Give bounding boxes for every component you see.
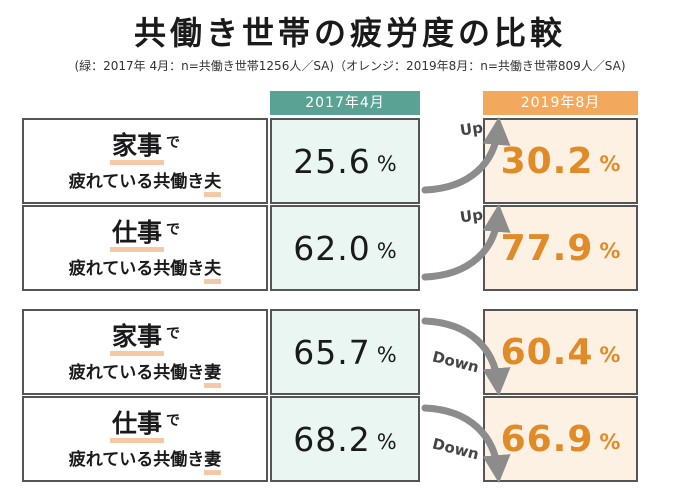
value-2019-number: 77.9 xyxy=(500,227,594,269)
value-2019: 30.2% xyxy=(485,120,636,202)
row-label-particle: で xyxy=(166,135,180,151)
row-label: 仕事で疲れている共働き夫 xyxy=(22,205,268,291)
value-2019: 77.9% xyxy=(485,207,636,289)
value-2019-number: 60.4 xyxy=(500,331,594,373)
row-label-topic-line: 仕事で xyxy=(24,408,266,444)
value-2017-number: 68.2 xyxy=(293,419,371,459)
down-arrow-icon xyxy=(421,404,511,484)
row-label-particle: で xyxy=(166,222,180,238)
row-label: 家事で疲れている共働き妻 xyxy=(22,309,268,395)
value-2017-unit: % xyxy=(376,152,397,176)
chart-subtitle: (緑：2017年 4月：n=共働き世帯1256人／SA)（オレンジ：2019年8… xyxy=(74,59,626,73)
value-2017: 25.6% xyxy=(272,120,418,202)
row-label-prefix: 疲れている共働き xyxy=(68,450,205,470)
value-2019-unit: % xyxy=(599,152,621,176)
value-2019-number: 30.2 xyxy=(500,140,594,182)
row-label-who: 妻 xyxy=(204,363,222,388)
value-2017-cell: 62.0% xyxy=(270,205,420,291)
row-label: 家事で疲れている共働き夫 xyxy=(22,118,268,204)
row-label: 仕事で疲れている共働き妻 xyxy=(22,396,268,482)
row-label-prefix: 疲れている共働き xyxy=(68,259,205,279)
value-2019-cell: 66.9% xyxy=(483,396,638,482)
row-label-topic-line: 家事で xyxy=(24,130,266,166)
row-label-topic-line: 仕事で xyxy=(24,217,266,253)
value-2017-number: 65.7 xyxy=(293,332,371,372)
value-2017: 68.2% xyxy=(272,398,418,480)
down-arrow-icon xyxy=(421,317,511,397)
value-2017-cell: 68.2% xyxy=(270,396,420,482)
value-2019-unit: % xyxy=(599,430,621,454)
row-label-prefix: 疲れている共働き xyxy=(68,363,205,383)
row-label-who: 妻 xyxy=(204,450,222,475)
value-2019-cell: 30.2% xyxy=(483,118,638,204)
row-label-prefix: 疲れている共働き xyxy=(68,172,205,192)
value-2019-unit: % xyxy=(599,239,621,263)
value-2019-unit: % xyxy=(599,343,621,367)
row-label-subject-line: 疲れている共働き夫 xyxy=(24,170,266,197)
chart-title: 共働き世帯の疲労度の比較 xyxy=(133,14,566,52)
row-label-topic: 仕事 xyxy=(109,218,164,252)
row-label-topic: 家事 xyxy=(109,131,164,165)
value-2019: 66.9% xyxy=(485,398,636,480)
row-label-who: 夫 xyxy=(204,172,222,197)
value-2017-number: 62.0 xyxy=(293,228,371,268)
row-label-who: 夫 xyxy=(204,259,222,284)
row-label-subject-line: 疲れている共働き妻 xyxy=(24,448,266,475)
row-label-particle: で xyxy=(166,326,180,342)
value-2019-cell: 77.9% xyxy=(483,205,638,291)
value-2017: 62.0% xyxy=(272,207,418,289)
value-2017-unit: % xyxy=(376,343,397,367)
value-2017-cell: 65.7% xyxy=(270,309,420,395)
value-2017: 65.7% xyxy=(272,311,418,393)
value-2017-unit: % xyxy=(376,430,397,454)
row-label-subject-line: 疲れている共働き夫 xyxy=(24,257,266,284)
row-label-topic-line: 家事で xyxy=(24,321,266,357)
row-label-topic: 家事 xyxy=(109,322,164,356)
value-2017-cell: 25.6% xyxy=(270,118,420,204)
value-2017-unit: % xyxy=(376,239,397,263)
value-2019: 60.4% xyxy=(485,311,636,393)
value-2017-number: 25.6 xyxy=(293,141,371,181)
column-header-2019: 2019年8月 xyxy=(483,91,638,115)
row-label-particle: で xyxy=(166,413,180,429)
column-header-2017: 2017年4月 xyxy=(270,91,420,115)
up-arrow-icon xyxy=(421,203,511,281)
row-label-topic: 仕事 xyxy=(109,409,164,443)
up-arrow-icon xyxy=(421,116,511,194)
value-2019-number: 66.9 xyxy=(500,418,594,460)
row-label-subject-line: 疲れている共働き妻 xyxy=(24,361,266,388)
